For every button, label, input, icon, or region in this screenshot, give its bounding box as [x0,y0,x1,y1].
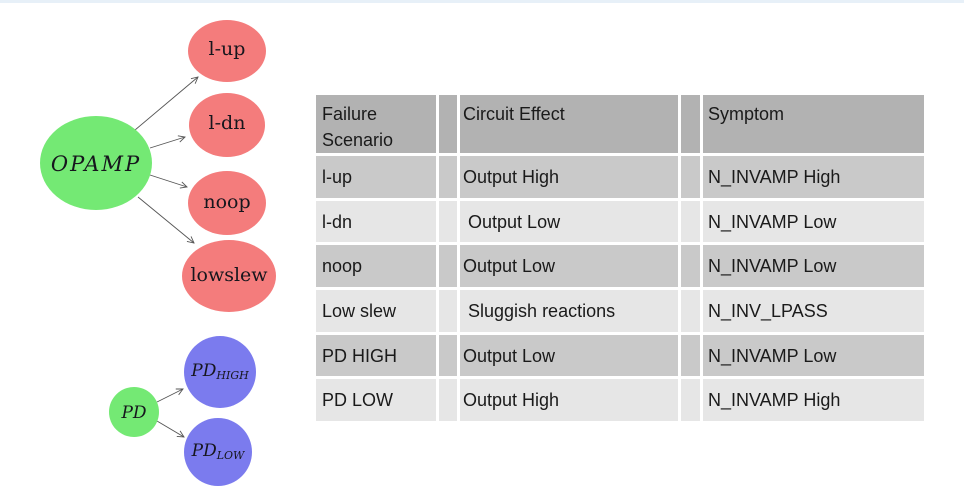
node-ldn [189,93,265,157]
table-cell-effect: Output Low [460,245,678,288]
arrow-opamp-to-noop [149,174,187,187]
table-cell-spacer [681,245,700,288]
table-cell-effect: Output Low [460,200,678,243]
node-opamp [40,116,152,210]
table-cell-spacer [681,334,700,377]
table-header-circuit-effect: Circuit Effect [460,95,678,153]
node-pd [109,387,159,437]
node-pdhigh-label-base: PD [190,361,216,381]
table-cell-spacer [681,290,700,332]
table-cell-effect: Output Low [460,334,678,377]
table-cell-spacer [439,334,457,377]
table-cell-scenario: Low slew [316,290,436,332]
table-header-spacer [681,95,700,153]
node-pdlow [184,418,252,486]
table-cell-scenario: PD LOW [316,379,436,422]
table-cell-spacer [439,156,457,198]
table-cell-spacer [681,379,700,422]
table-cell-scenario: noop [316,245,436,288]
table-header-symptom: Symptom [703,95,924,153]
window-top-edge [0,0,964,3]
table-cell-symptom: N_INVAMP Low [703,245,924,288]
table-cell-scenario: l-up [316,156,436,198]
arrow-opamp-to-lowslew [137,196,194,243]
table-cell-symptom: N_INVAMP High [703,156,924,198]
fault-tree-diagram: OPAMP l-up l-dn noop lowslew PD PDHIGH P… [40,20,276,486]
table-cell-spacer [439,379,457,422]
arrow-opamp-to-ldn [149,137,185,149]
table-cell-spacer [681,200,700,243]
table-cell-effect: Output High [460,379,678,422]
table-cell-scenario: l-dn [316,200,436,243]
table-cell-symptom: N_INV_LPASS [703,290,924,332]
node-pdhigh [184,336,256,408]
node-noop [188,171,266,235]
node-pd-label: PD [120,403,146,423]
node-noop-label: noop [203,191,250,213]
node-lowslew [182,240,276,312]
table-cell-effect: Output High [460,156,678,198]
table-cell-effect: Sluggish reactions [460,290,678,332]
table-header-spacer [439,95,457,153]
node-pdhigh-label: PDHIGH [190,361,249,382]
arrow-opamp-to-lup [134,77,198,131]
table-cell-symptom: N_INVAMP Low [703,334,924,377]
table-cell-symptom: N_INVAMP High [703,379,924,422]
table-cell-spacer [439,245,457,288]
node-opamp-label: OPAMP [51,152,141,176]
table-cell-symptom: N_INVAMP Low [703,200,924,243]
arrow-pd-to-pdhigh [156,389,183,403]
node-lup [188,20,266,82]
node-pdlow-label-base: PD [191,441,217,461]
table-cell-spacer [439,200,457,243]
table-cell-spacer [439,290,457,332]
node-lowslew-label: lowslew [190,264,268,286]
arrow-pd-to-pdlow [156,420,184,437]
failure-scenario-table: Failure Scenario Circuit Effect Symptom … [316,95,924,422]
table-cell-scenario: PD HIGH [316,334,436,377]
node-pdlow-label: PDLOW [191,441,246,462]
node-lup-label: l-up [209,38,246,60]
node-ldn-label: l-dn [209,112,246,134]
table-header-failure-scenario: Failure Scenario [316,95,436,153]
node-pdhigh-label-subscript: HIGH [215,369,249,382]
node-pdlow-label-subscript: LOW [216,449,246,462]
table-cell-spacer [681,156,700,198]
